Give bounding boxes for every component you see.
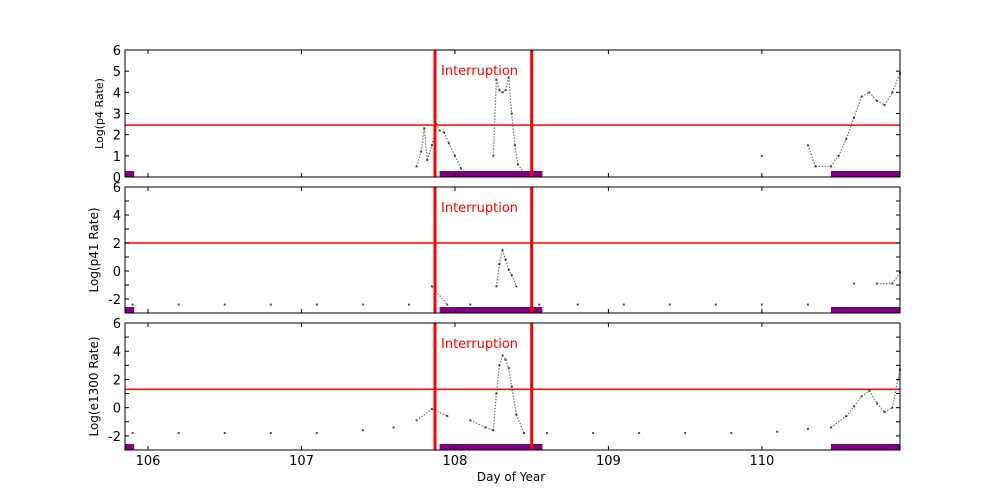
coverage-bar — [439, 171, 543, 177]
interruption-label: Interruption — [441, 201, 518, 216]
y-axis-label: Log(p41 Rate) — [87, 207, 101, 292]
coverage-bar — [830, 444, 900, 450]
y-tick-label: 2 — [113, 129, 121, 144]
y-tick-label: 6 — [113, 44, 121, 59]
data-points — [131, 249, 901, 306]
coverage-bar — [125, 444, 135, 450]
y-tick-label: 0 — [113, 402, 121, 417]
data-points — [415, 72, 901, 176]
y-tick-label: 4 — [113, 209, 121, 224]
x-tick-label: 108 — [443, 454, 468, 469]
panel-1: Interruption 0 1 2 3 4 5 6 Log(p4 Rate) — [93, 44, 901, 186]
axes-frame — [124, 186, 901, 314]
panel-2: Interruption -2 0 2 4 6 Log(p41 Rate) — [87, 181, 901, 314]
coverage-bar — [439, 307, 543, 313]
y-tick-label: 4 — [113, 86, 121, 101]
y-tick-label: 1 — [113, 150, 121, 165]
y-axis-label: Log(p4 Rate) — [93, 78, 106, 149]
data-points — [131, 354, 901, 435]
y-tick-label: -2 — [108, 293, 121, 308]
x-tick-label: 109 — [596, 454, 621, 469]
coverage-bar — [830, 307, 900, 313]
y-tick-label: 0 — [113, 171, 121, 186]
panel-3: Interruption -2 0 2 4 6 106 107 108 109 110 Log(e13… — [87, 317, 901, 469]
coverage-bar — [125, 171, 135, 177]
x-tick-label: 106 — [136, 454, 161, 469]
y-tick-label: 4 — [113, 345, 121, 360]
y-tick-label: 2 — [113, 237, 121, 252]
y-tick-label: 6 — [113, 181, 121, 196]
y-tick-label: 3 — [113, 108, 121, 123]
axes-frame — [124, 322, 901, 451]
y-tick-label: 6 — [113, 317, 121, 332]
coverage-bar — [439, 444, 543, 450]
y-axis-label: Log(e1300 Rate) — [87, 336, 101, 436]
interruption-label: Interruption — [441, 337, 518, 352]
y-tick-label: -2 — [108, 430, 121, 445]
y-tick-label: 0 — [113, 265, 121, 280]
y-tick-label: 5 — [113, 65, 121, 80]
coverage-bar — [830, 171, 900, 177]
x-axis-label: Day of Year — [477, 470, 545, 484]
x-tick-label: 110 — [749, 454, 774, 469]
coverage-bar — [125, 307, 135, 313]
interruption-label: Interruption — [441, 64, 518, 79]
x-tick-label: 107 — [289, 454, 314, 469]
y-tick-label: 2 — [113, 373, 121, 388]
